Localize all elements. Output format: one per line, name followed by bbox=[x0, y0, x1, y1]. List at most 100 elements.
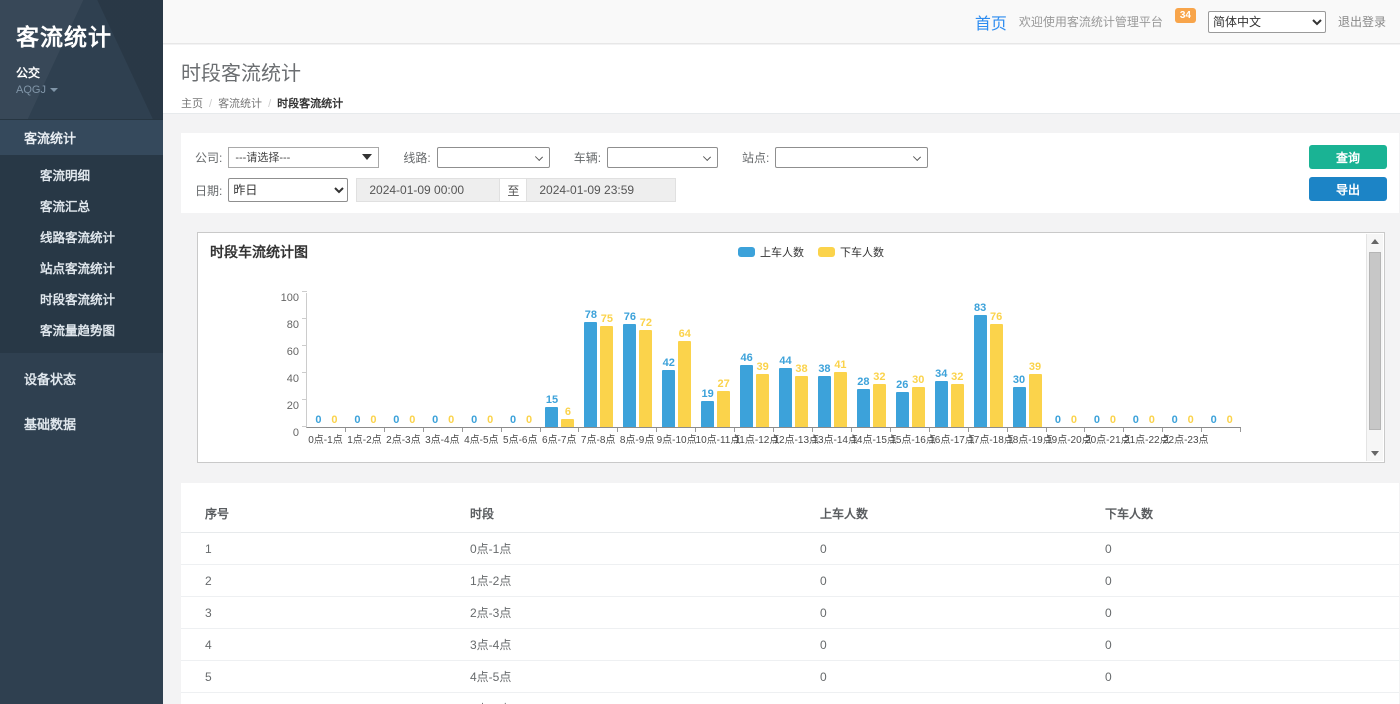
bar-value-label: 0 bbox=[1055, 414, 1061, 426]
bar-value-label: 32 bbox=[951, 371, 963, 383]
bar-下车人数[interactable] bbox=[639, 330, 652, 427]
table-cell: 3 bbox=[181, 597, 470, 629]
bar-value-label: 39 bbox=[1029, 361, 1041, 373]
bar-下车人数[interactable] bbox=[561, 419, 574, 427]
bar-上车人数[interactable] bbox=[740, 365, 753, 427]
table-cell: 0 bbox=[820, 565, 1105, 597]
bar-下车人数[interactable] bbox=[600, 326, 613, 427]
bar-下车人数[interactable] bbox=[873, 384, 886, 427]
org-code-dropdown[interactable]: AQGJ bbox=[16, 84, 147, 96]
date-start-input[interactable]: 2024-01-09 00:00 bbox=[356, 178, 499, 202]
x-axis-label: 11点-12点 bbox=[734, 431, 773, 446]
table-row: 21点-2点00 bbox=[181, 565, 1399, 597]
legend-item-上车人数[interactable]: 上车人数 bbox=[738, 244, 804, 260]
table-row: 32点-3点00 bbox=[181, 597, 1399, 629]
legend-item-下车人数[interactable]: 下车人数 bbox=[818, 244, 884, 260]
notification-badge[interactable]: 34 bbox=[1175, 8, 1196, 23]
bar-value-label: 41 bbox=[834, 359, 846, 371]
x-axis-label: 9点-10点 bbox=[657, 431, 696, 446]
x-axis-label: 2点-3点 bbox=[384, 431, 423, 446]
bar-下车人数[interactable] bbox=[678, 341, 691, 427]
time-period-table: 序号时段上车人数下车人数 10点-1点0021点-2点0032点-3点0043点… bbox=[181, 497, 1399, 704]
bar-value-label: 46 bbox=[740, 352, 752, 364]
bar-value-label: 72 bbox=[640, 317, 652, 329]
sidebar-item-站点客流统计[interactable]: 站点客流统计 bbox=[0, 252, 163, 283]
logout-link[interactable]: 退出登录 bbox=[1338, 13, 1386, 30]
station-select[interactable] bbox=[775, 147, 928, 168]
bar-上车人数[interactable] bbox=[701, 401, 714, 427]
sidebar-item-基础数据[interactable]: 基础数据 bbox=[0, 404, 163, 443]
vehicle-select[interactable] bbox=[607, 147, 718, 168]
export-button[interactable]: 导出 bbox=[1309, 177, 1387, 201]
table-cell: 0 bbox=[1105, 661, 1399, 693]
x-axis-label: 16点-17点 bbox=[929, 431, 968, 446]
scrollbar-thumb[interactable] bbox=[1369, 252, 1381, 430]
bar-下车人数[interactable] bbox=[834, 372, 847, 427]
chart-legend: 上车人数 下车人数 bbox=[738, 244, 884, 260]
date-preset-select[interactable]: 昨日 bbox=[228, 178, 348, 202]
bar-下车人数[interactable] bbox=[795, 376, 808, 427]
sidebar-item-客流汇总[interactable]: 客流汇总 bbox=[0, 190, 163, 221]
line-select[interactable] bbox=[437, 147, 550, 168]
sidebar-item-客流量趋势图[interactable]: 客流量趋势图 bbox=[0, 314, 163, 345]
chart-scrollbar[interactable] bbox=[1366, 234, 1383, 461]
bar-value-label: 0 bbox=[393, 414, 399, 426]
bar-value-label: 30 bbox=[1013, 374, 1025, 386]
x-axis-tick-mark bbox=[773, 428, 774, 432]
welcome-text: 欢迎使用客流统计管理平台 bbox=[1019, 13, 1163, 30]
breadcrumb-item[interactable]: 客流统计 bbox=[218, 98, 262, 110]
bar-value-label: 27 bbox=[718, 378, 730, 390]
bar-下车人数[interactable] bbox=[990, 324, 1003, 427]
bar-下车人数[interactable] bbox=[912, 387, 925, 428]
x-axis-tick-mark bbox=[501, 428, 502, 432]
table-cell: 0 bbox=[1105, 597, 1399, 629]
x-axis-label: 15点-16点 bbox=[890, 431, 929, 446]
date-end-input[interactable]: 2024-01-09 23:59 bbox=[527, 178, 676, 202]
x-axis-tick-mark bbox=[1007, 428, 1008, 432]
company-select[interactable]: ---请选择--- bbox=[228, 147, 379, 168]
line-label: 线路: bbox=[403, 149, 430, 166]
bar-上车人数[interactable] bbox=[974, 315, 987, 427]
bar-上车人数[interactable] bbox=[896, 392, 909, 427]
table-cell: 5 bbox=[181, 661, 470, 693]
sidebar-item-客流明细[interactable]: 客流明细 bbox=[0, 159, 163, 190]
bar-下车人数[interactable] bbox=[717, 391, 730, 427]
sidebar-item-时段客流统计[interactable]: 时段客流统计 bbox=[0, 283, 163, 314]
bar-上车人数[interactable] bbox=[545, 407, 558, 427]
bar-下车人数[interactable] bbox=[756, 374, 769, 427]
x-axis-tick-mark bbox=[345, 428, 346, 432]
bar-上车人数[interactable] bbox=[857, 389, 870, 427]
table-cell: 0 bbox=[820, 661, 1105, 693]
sidebar-item-线路客流统计[interactable]: 线路客流统计 bbox=[0, 221, 163, 252]
bar-下车人数[interactable] bbox=[951, 384, 964, 427]
bar-group-12点-13点: 4438 bbox=[774, 293, 813, 427]
bar-上车人数[interactable] bbox=[584, 322, 597, 427]
scroll-down-arrow-icon[interactable] bbox=[1367, 446, 1383, 461]
bar-上车人数[interactable] bbox=[818, 376, 831, 427]
org-name: 公交 bbox=[16, 64, 147, 81]
chart-panel: 时段车流统计图 上车人数下车人数 02040608010000000000000… bbox=[197, 232, 1385, 463]
bar-下车人数[interactable] bbox=[1029, 374, 1042, 427]
table-cell: 0 bbox=[1105, 565, 1399, 597]
bar-上车人数[interactable] bbox=[779, 368, 792, 427]
bar-上车人数[interactable] bbox=[623, 324, 636, 427]
bar-value-label: 0 bbox=[448, 414, 454, 426]
bar-上车人数[interactable] bbox=[935, 381, 948, 427]
language-select[interactable]: 简体中文 bbox=[1208, 11, 1326, 33]
sidebar-section-客流统计[interactable]: 客流统计 bbox=[0, 119, 163, 155]
legend-label: 下车人数 bbox=[840, 244, 884, 260]
bar-value-label: 0 bbox=[1094, 414, 1100, 426]
bar-上车人数[interactable] bbox=[662, 370, 675, 427]
bar-上车人数[interactable] bbox=[1013, 387, 1026, 428]
table-cell: 4 bbox=[181, 629, 470, 661]
bar-value-label: 28 bbox=[857, 376, 869, 388]
breadcrumb-item[interactable]: 主页 bbox=[181, 98, 203, 110]
scroll-up-arrow-icon[interactable] bbox=[1367, 234, 1383, 249]
x-axis-label: 13点-14点 bbox=[812, 431, 851, 446]
home-link[interactable]: 首页 bbox=[975, 10, 1007, 34]
bar-value-label: 32 bbox=[873, 371, 885, 383]
bar-value-label: 75 bbox=[601, 313, 613, 325]
query-button[interactable]: 查询 bbox=[1309, 145, 1387, 169]
x-axis-label: 6点-7点 bbox=[540, 431, 579, 446]
sidebar-item-设备状态[interactable]: 设备状态 bbox=[0, 359, 163, 398]
